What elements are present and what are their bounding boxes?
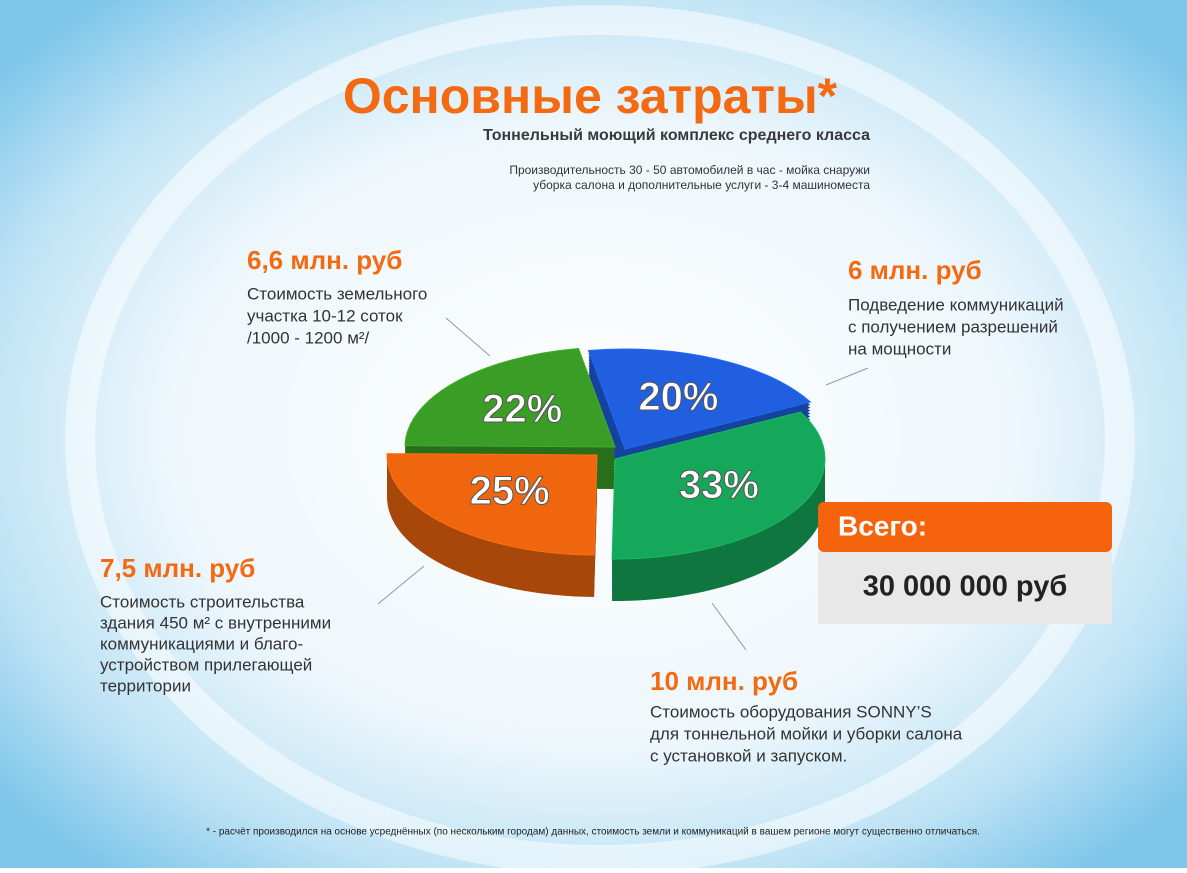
pie: 20% 33% 25% 22% <box>386 347 826 601</box>
slice <box>587 348 812 450</box>
annotation-text: /1000 - 1200 м²/ <box>247 328 370 347</box>
description: уборка салона и дополнительные услуги - … <box>533 178 870 192</box>
annotation-text: на мощности <box>848 339 951 358</box>
annotation-text: коммуникациями и благо- <box>100 634 303 653</box>
annotation-text: Подведение коммуникаций <box>848 295 1064 314</box>
value-label: 33% <box>679 463 759 507</box>
swirl <box>65 5 1135 873</box>
footnote: * - расчёт производился на основе усредн… <box>206 827 980 838</box>
annotations: 6 млн. руб Подведение коммуникаций с получ… <box>100 245 1064 766</box>
annotation-text: Стоимость земельного <box>247 284 427 303</box>
slice <box>404 347 616 448</box>
value-label: 25% <box>470 469 550 513</box>
slice <box>386 453 598 556</box>
annotation-text: с установкой и запуском. <box>650 746 847 765</box>
title: Основные затраты* <box>343 68 838 124</box>
description: Производительность 30 - 50 автомобилей в… <box>509 163 870 177</box>
annotation-text: территории <box>100 676 191 695</box>
amount: 6 млн. руб <box>848 255 982 285</box>
slice <box>611 411 826 560</box>
total-header <box>818 502 1112 552</box>
total-label: Всего: <box>838 510 927 541</box>
annotation-text: для тоннельной мойки и уборки салона <box>650 724 963 743</box>
amount: 7,5 млн. руб <box>100 553 255 583</box>
subtitle: Тоннельный моющий комплекс среднего клас… <box>483 127 870 144</box>
annotation-text: Стоимость строительства <box>100 592 305 611</box>
amount: 6,6 млн. руб <box>247 245 402 275</box>
annotation-text: устройством прилегающей <box>100 655 312 674</box>
annotation-text: здания 450 м² с внутренними <box>100 613 331 632</box>
annotation-text: с получением разрешений <box>848 317 1058 336</box>
annotation-text: участка 10-12 соток <box>247 306 403 325</box>
total-body <box>818 552 1112 624</box>
total-value: 30 000 000 руб <box>863 571 1068 603</box>
value-label: 20% <box>638 375 718 419</box>
amount: 10 млн. руб <box>650 666 798 696</box>
value-label: 22% <box>482 387 562 431</box>
leader-lines <box>377 317 869 651</box>
annotation-text: Стоимость оборудования SONNY’S <box>650 702 932 721</box>
